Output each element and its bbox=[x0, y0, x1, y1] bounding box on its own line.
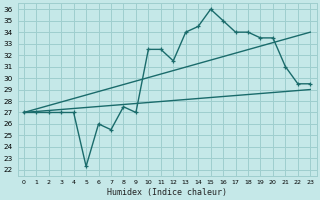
X-axis label: Humidex (Indice chaleur): Humidex (Indice chaleur) bbox=[107, 188, 227, 197]
